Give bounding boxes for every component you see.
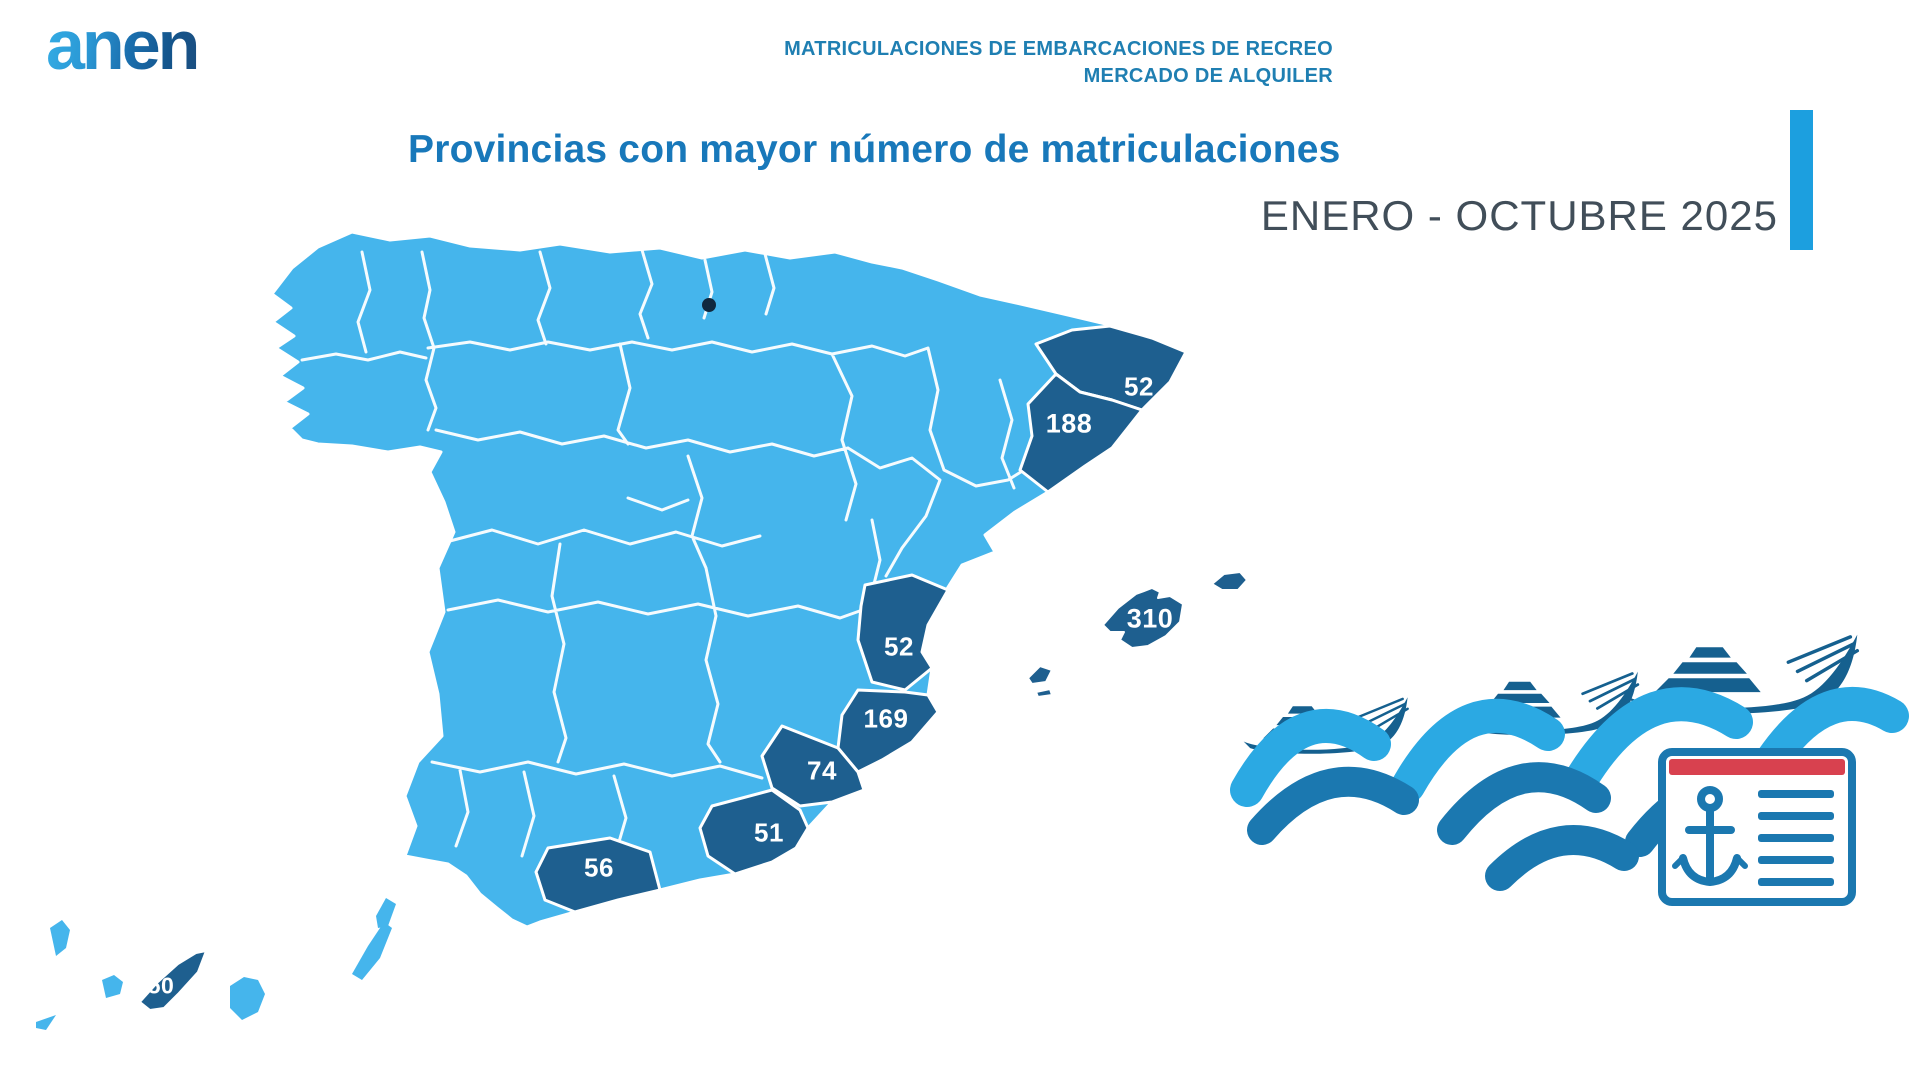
province-murcia (760, 724, 866, 808)
registration-card (1658, 748, 1856, 906)
report-header: MATRICULACIONES DE EMBARCACIONES DE RECR… (784, 36, 1333, 90)
island-lanzarote (376, 898, 396, 928)
island-tenerife (139, 950, 207, 1011)
province-barcelona (1018, 372, 1144, 494)
map-value-almeria: 51 (754, 817, 784, 848)
island-menorca (1211, 571, 1248, 591)
enclave-dot (702, 298, 716, 312)
province-almeria (698, 788, 810, 876)
accent-bar (1790, 110, 1813, 250)
island-la-palma (50, 920, 70, 956)
island-ibiza (1027, 665, 1053, 685)
card-red-bar (1669, 759, 1845, 775)
island-la-gomera (102, 975, 123, 998)
anchor-icon (1672, 786, 1748, 887)
map-value-murcia: 74 (807, 755, 837, 786)
island-mallorca (1102, 587, 1184, 649)
map-value-girona: 52 (1124, 371, 1154, 402)
province-malaga (534, 836, 662, 914)
map-value-barcelona: 188 (1045, 408, 1093, 439)
island-el-hierro (36, 1015, 56, 1030)
map-value-tenerife: 50 (147, 972, 175, 999)
map-value-malaga: 56 (584, 852, 614, 883)
province-valencia (856, 573, 950, 692)
province-borders (300, 248, 1026, 858)
card-text-lines (1758, 790, 1834, 886)
province-alicante (836, 688, 940, 774)
wave-light (1230, 687, 1909, 807)
map-value-balears: 310 (1126, 603, 1174, 634)
map-value-alicante: 169 (863, 703, 909, 734)
island-fuerteventura (352, 922, 392, 980)
anen-logo: anen (46, 6, 200, 84)
page-title: Provincias con mayor número de matricula… (408, 128, 1341, 171)
header-line-2: MERCADO DE ALQUILER (1083, 65, 1333, 87)
island-formentera (1035, 688, 1053, 698)
header-line-1: MATRICULACIONES DE EMBARCACIONES DE RECR… (784, 38, 1333, 60)
period-label: ENERO - OCTUBRE 2025 (1260, 192, 1778, 239)
island-gran-canaria (230, 977, 265, 1020)
map-value-valencia: 52 (884, 631, 914, 662)
